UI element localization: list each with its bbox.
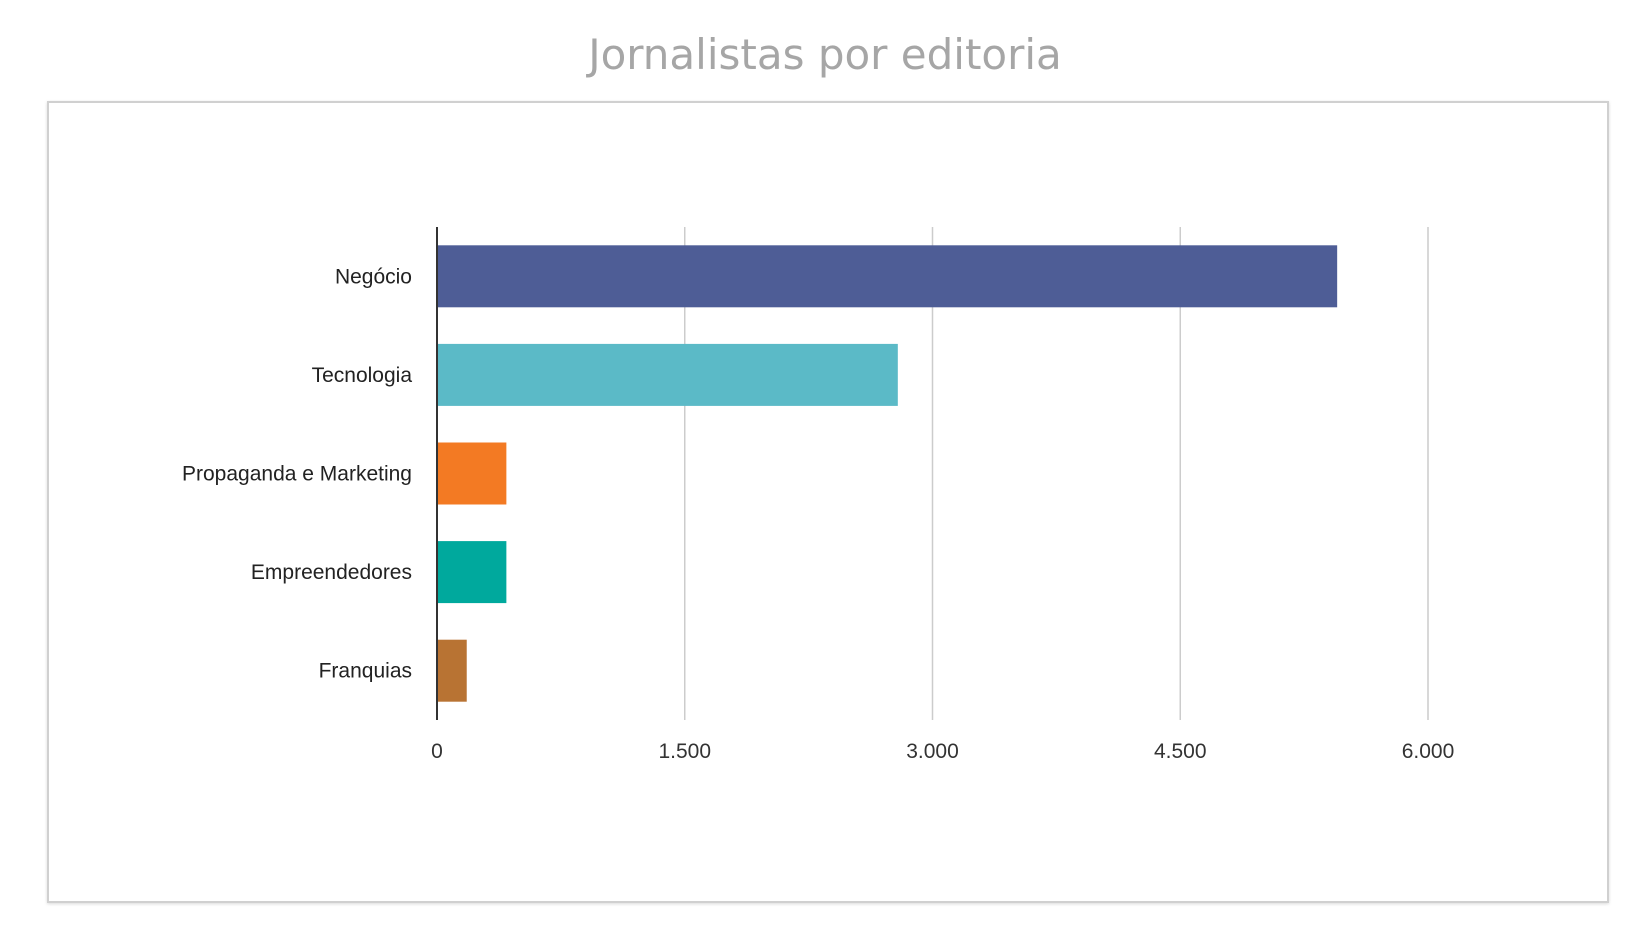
y-category-label: Franquias <box>319 660 412 683</box>
x-tick-label: 1.500 <box>658 740 711 763</box>
y-category-label: Tecnologia <box>312 364 413 387</box>
x-tick-label: 3.000 <box>906 740 959 763</box>
y-category-label: Empreendedores <box>251 561 412 584</box>
bar-tecnologia <box>437 343 898 406</box>
x-tick-label: 4.500 <box>1154 740 1207 763</box>
chart-frame <box>47 101 1609 903</box>
bar-empreendedores <box>437 541 507 604</box>
y-category-label: Propaganda e Marketing <box>182 463 412 486</box>
bar-propaganda-e-marketing <box>437 442 507 505</box>
bar-neg-cio <box>437 245 1338 308</box>
chart-title: Jornalistas por editoria <box>588 30 1062 79</box>
x-tick-label: 6.000 <box>1402 740 1455 763</box>
x-tick-label: 0 <box>431 740 443 763</box>
bar-franquias <box>437 639 467 702</box>
y-category-label: Negócio <box>335 265 412 288</box>
